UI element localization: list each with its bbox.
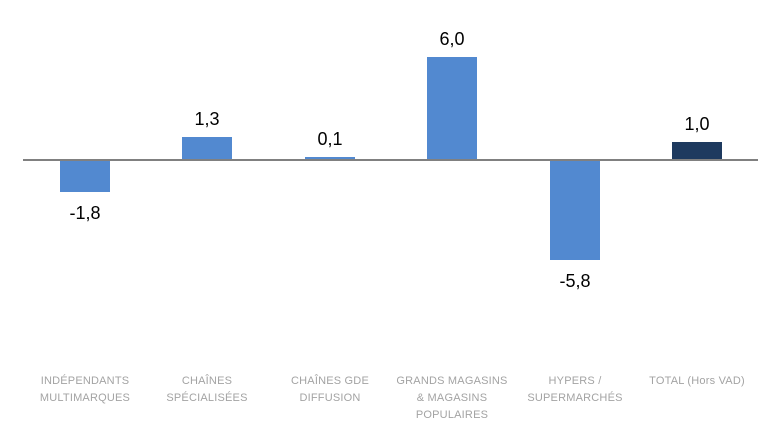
bar-value-label-1: -1,8 (69, 203, 101, 223)
bar-value-label-5: -5,8 (559, 271, 591, 291)
category-label-6: TOTAL (Hors VAD) (634, 373, 760, 390)
category-label-line: CHAÎNES (181, 375, 233, 387)
bar-value-label-4: 6,0 (439, 29, 465, 49)
category-label-line: SUPERMARCHÉS (527, 392, 623, 404)
category-label-line: TOTAL (Hors VAD) (649, 375, 745, 387)
category-label-line: MULTIMARQUES (39, 392, 131, 404)
bar-3 (305, 157, 355, 159)
category-label-line: POPULAIRES (415, 409, 489, 421)
category-label-5: HYPERS / SUPERMARCHÉS (512, 373, 638, 407)
category-label-1: INDÉPENDANTS MULTIMARQUES (22, 373, 148, 407)
category-label-4: GRANDS MAGASINS & MAGASINS POPULAIRES (389, 373, 515, 424)
category-label-line: DIFFUSION (299, 392, 361, 404)
bar-5 (550, 161, 600, 260)
category-label-2: CHAÎNES SPÉCIALISÉES (144, 373, 270, 407)
bar-value-label-6: 1,0 (684, 114, 710, 134)
bar-value-label-3: 0,1 (317, 129, 343, 149)
category-label-line: SPÉCIALISÉES (166, 392, 248, 404)
bar-4 (427, 57, 477, 159)
bar-1 (60, 161, 110, 192)
category-label-line: INDÉPENDANTS (40, 375, 130, 387)
category-label-line: HYPERS / (548, 375, 602, 387)
category-label-3: CHAÎNES GDE DIFFUSION (267, 373, 393, 407)
x-axis-zero-line (23, 159, 758, 161)
category-label-line: GRANDS MAGASINS (396, 375, 508, 387)
category-label-line: CHAÎNES GDE (291, 375, 369, 387)
bar-6 (672, 142, 722, 159)
bar-2 (182, 137, 232, 159)
bar-value-label-2: 1,3 (194, 109, 220, 129)
category-label-line: & MAGASINS (416, 392, 488, 404)
